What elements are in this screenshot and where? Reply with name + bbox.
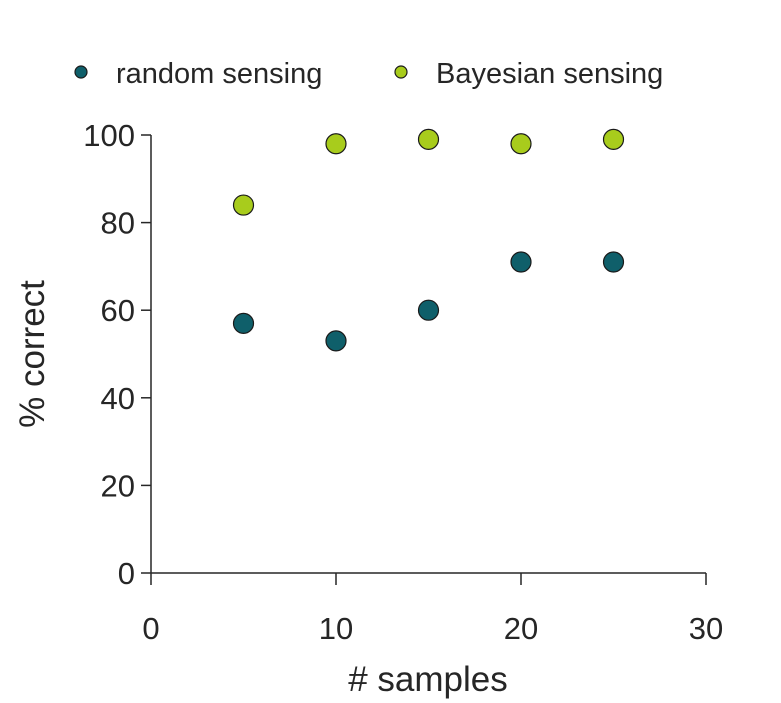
x-tick-label-0: 0 [142,611,159,646]
data-point-bayesian-sensing-0 [232,194,255,216]
y-tick-label-60: 60 [101,293,135,328]
data-points [232,128,625,352]
data-point-bayesian-sensing-2 [417,128,440,150]
y-tick-label-40: 40 [101,381,135,416]
legend-item-random-sensing: random sensing [74,58,322,90]
x-tick-label-20: 20 [504,611,538,646]
data-point-bayesian-sensing-4 [602,128,625,150]
data-point-random-sensing-3 [510,251,532,273]
data-point-bayesian-sensing-3 [510,133,532,155]
x-axis-title: # samples [348,660,508,699]
y-tick-label-20: 20 [101,468,135,503]
legend-marker-bayesian-sensing [394,65,408,79]
legend-item-bayesian-sensing: Bayesian sensing [394,58,663,90]
x-tick-label-10: 10 [319,611,353,646]
data-point-random-sensing-2 [417,299,440,321]
data-point-random-sensing-4 [602,251,625,273]
data-point-bayesian-sensing-1 [325,133,347,155]
y-tick-label-0: 0 [118,556,135,591]
x-tick-label-30: 30 [689,611,723,646]
y-axis-title: % correct [13,280,52,428]
y-tick-label-100: 100 [83,118,135,153]
ticks: 0 20 40 60 80 100 0 10 20 30 [83,118,723,646]
data-point-random-sensing-0 [232,312,255,334]
legend-label-random-sensing: random sensing [116,58,322,90]
legend: random sensing Bayesian sensing [74,58,663,90]
legend-label-bayesian-sensing: Bayesian sensing [436,58,663,90]
y-tick-label-80: 80 [101,206,135,241]
axes [150,135,706,574]
data-point-random-sensing-1 [325,330,347,352]
legend-marker-random-sensing [74,65,88,79]
